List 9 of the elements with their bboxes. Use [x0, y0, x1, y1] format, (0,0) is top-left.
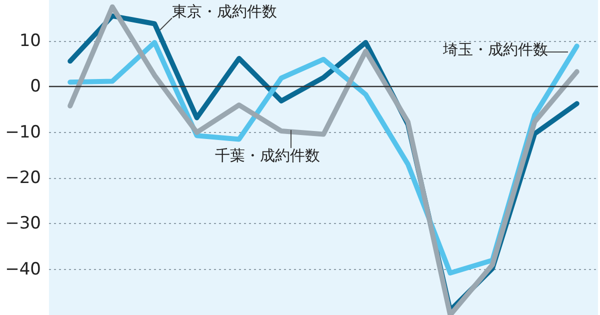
y-tick-label: 10	[19, 31, 41, 52]
series-label: 千葉・成約件数	[215, 146, 320, 164]
y-tick-label: 0	[30, 76, 41, 97]
y-tick-label: −40	[5, 259, 41, 280]
series-label: 埼玉・成約件数	[442, 40, 548, 58]
y-tick-label: −30	[5, 214, 41, 234]
series-label: 東京・成約件数	[172, 2, 277, 20]
y-tick-label: −20	[5, 168, 41, 188]
y-tick-label: −10	[5, 122, 41, 142]
